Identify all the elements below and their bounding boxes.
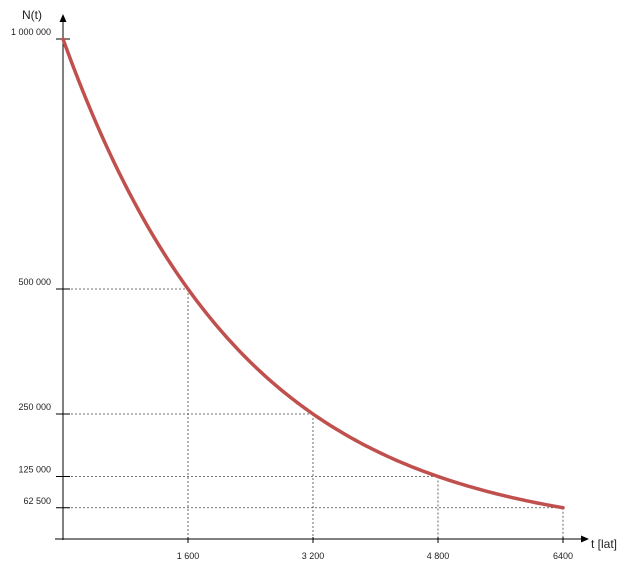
y-tick-label: 125 000 [18, 465, 51, 475]
x-axis-arrow [581, 535, 589, 543]
x-tick-label: 3 200 [302, 551, 325, 561]
guide-lines [63, 288, 564, 539]
x-axis-label: t [lat] [591, 537, 617, 551]
x-tick-label: 6400 [553, 551, 573, 561]
series-line [61, 37, 565, 510]
axes [55, 14, 589, 543]
ticks: 1 000 000 500 000 250 000 125 000 62 500 1 60… [11, 27, 573, 561]
x-tick-label: 4 800 [427, 551, 450, 561]
y-tick-label: 250 000 [18, 402, 51, 412]
x-tick-label: 1 600 [177, 551, 200, 561]
series-group [61, 37, 565, 510]
y-tick-label: 500 000 [18, 277, 51, 287]
y-axis-label: N(t) [22, 8, 42, 22]
y-tick-label: 1 000 000 [11, 27, 51, 37]
y-tick-label: 62 500 [23, 496, 51, 506]
y-axis-arrow [59, 14, 67, 22]
